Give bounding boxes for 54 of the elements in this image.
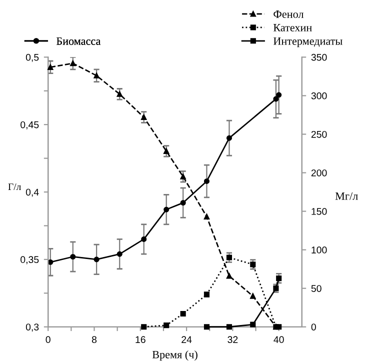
- point: [204, 324, 210, 330]
- x-tick-label: 0: [46, 336, 50, 344]
- y-tick-label: 0,3: [26, 324, 39, 332]
- point: [70, 254, 76, 260]
- y-tick-label: 0,35: [20, 256, 39, 264]
- x-tick-label: 40: [274, 336, 284, 344]
- point: [141, 114, 147, 120]
- point: [226, 324, 232, 330]
- x-axis-title: Время (ч): [152, 350, 198, 361]
- point: [48, 259, 54, 265]
- y2-tick-label: 250: [311, 130, 327, 138]
- point: [48, 64, 54, 70]
- point: [116, 91, 122, 97]
- point: [94, 256, 100, 262]
- y2-tick-label: 0: [311, 324, 316, 330]
- point: [204, 178, 210, 184]
- point: [141, 324, 147, 330]
- point: [116, 251, 122, 257]
- point: [164, 322, 170, 328]
- x-tick-label: 8: [92, 336, 97, 344]
- y2-tick-label: 350: [311, 54, 327, 61]
- legend-label: Катехин: [273, 24, 312, 32]
- y2-tick-label: 100: [312, 246, 327, 254]
- y-tick-label: 0,45: [20, 121, 39, 130]
- point: [276, 92, 282, 98]
- point: [164, 148, 170, 154]
- point: [276, 324, 282, 330]
- y2-tick-label: 50: [311, 285, 322, 292]
- legend-label: Биомасса: [56, 38, 101, 45]
- point: [250, 322, 256, 328]
- point: [250, 262, 256, 268]
- point: [276, 276, 282, 282]
- y2-tick-label: 150: [312, 208, 327, 215]
- point: [94, 72, 100, 78]
- point: [180, 310, 186, 317]
- y-tick-label: 0,5: [26, 54, 39, 62]
- point: [180, 174, 186, 180]
- y-tick-label: 0,4: [26, 188, 39, 197]
- point: [226, 254, 232, 260]
- point: [273, 96, 279, 102]
- y2-tick-label: 200: [311, 169, 327, 176]
- point: [164, 206, 170, 212]
- x-tick-label: 24: [182, 336, 192, 343]
- point: [226, 135, 232, 141]
- y2-axis-title: Мг/л: [335, 192, 358, 200]
- point: [141, 236, 147, 242]
- x-tick-label: 16: [136, 336, 146, 344]
- y2-tick-label: 300: [311, 92, 327, 100]
- x-tick-label: 32: [228, 336, 238, 344]
- point: [180, 200, 186, 206]
- point: [204, 214, 210, 220]
- y-axis-title: Г/л: [8, 184, 21, 190]
- legend-label: Фенол: [274, 10, 304, 18]
- legend-label: Интермедиаты: [273, 38, 342, 48]
